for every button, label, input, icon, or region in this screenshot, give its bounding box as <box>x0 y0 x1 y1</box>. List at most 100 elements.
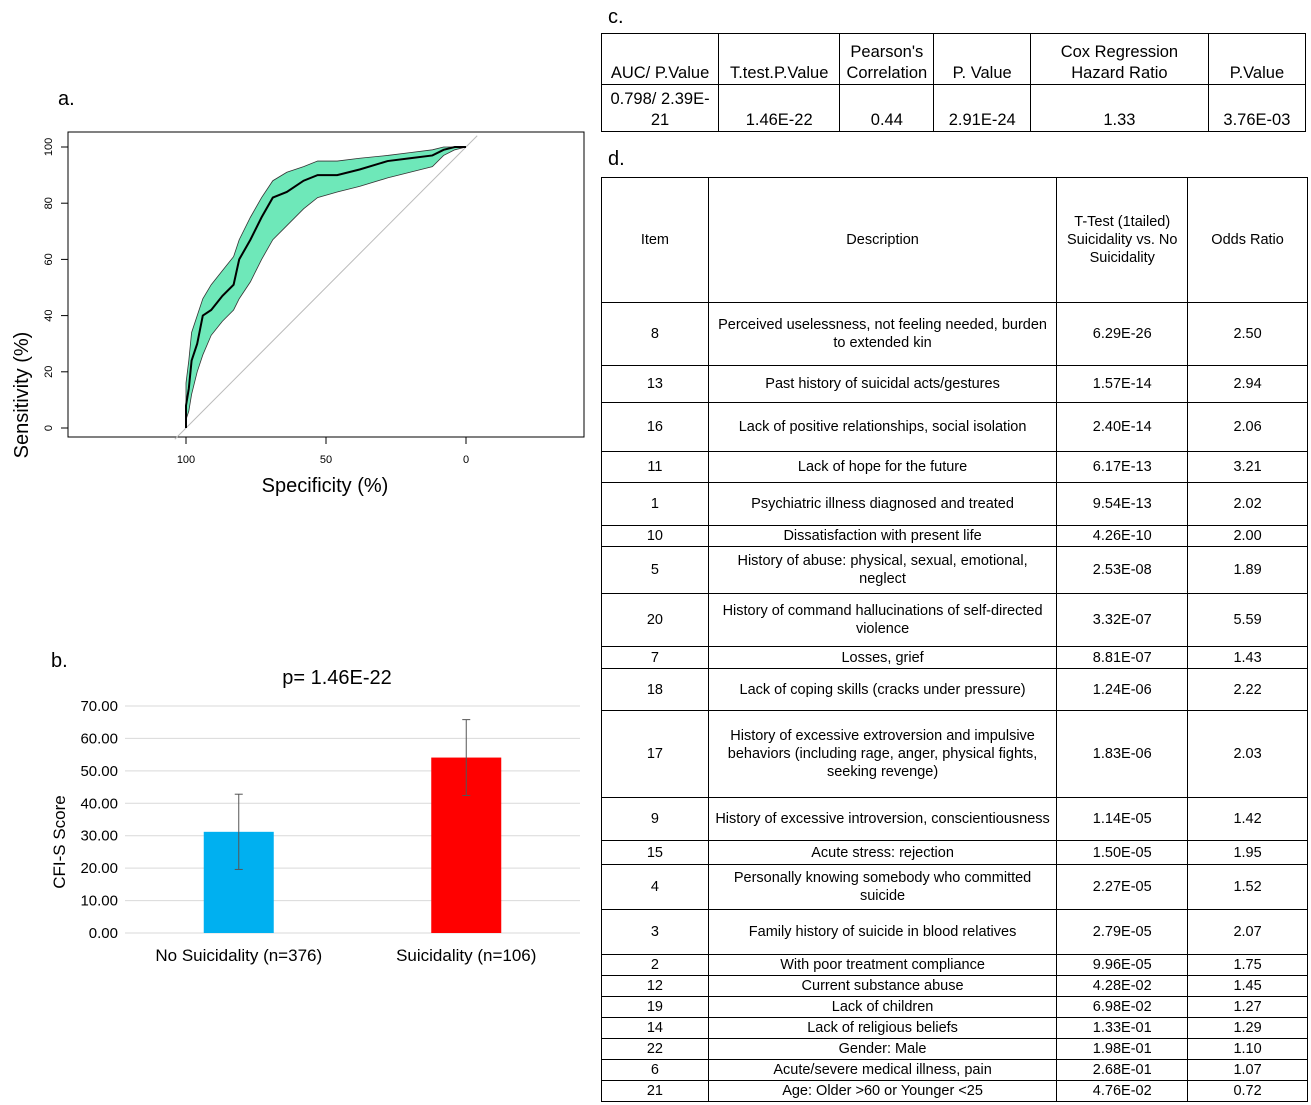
bar-y-tick-label: 60.00 <box>80 730 118 747</box>
item-number-cell: 1 <box>601 482 709 526</box>
item-odds-ratio-cell: 2.50 <box>1187 302 1308 366</box>
item-description-cell: Lack of religious beliefs <box>707 1017 1058 1039</box>
item-ttest-cell: 1.33E-01 <box>1056 1017 1189 1039</box>
items-table-row: 6 Acute/severe medical illness, pain 2.68E… <box>601 1059 1308 1081</box>
bar-chart-title: p= 1.46E-22 <box>282 667 392 689</box>
bar-y-axis-label: CFI-S Score <box>50 795 69 889</box>
summary-header-cell: Cox Regression Hazard Ratio <box>1029 33 1209 85</box>
items-table-row: 10 Dissatisfaction with present life 4.26E… <box>601 525 1308 547</box>
item-odds-ratio-cell: 1.75 <box>1187 954 1308 976</box>
summary-table: AUC/ P.Value T.test.P.Value Pearson's Co… <box>600 33 1307 132</box>
items-header-ttest: T-Test (1tailed) Suicidality vs. No Suic… <box>1056 177 1189 303</box>
panel-label-b: b. <box>51 650 68 672</box>
item-ttest-cell: 2.53E-08 <box>1056 546 1189 594</box>
item-description-cell: Lack of hope for the future <box>707 451 1058 483</box>
roc-y-tick-label: 80 <box>43 197 55 209</box>
roc-reference-diagonal <box>174 135 478 440</box>
items-table-row: 3 Family history of suicide in blood rela… <box>601 909 1308 955</box>
bar-y-tick-label: 0.00 <box>89 925 118 942</box>
items-table-row: 2 With poor treatment compliance 9.96E-05 1… <box>601 954 1308 976</box>
bar-y-tick-label: 20.00 <box>80 860 118 877</box>
item-description-cell: Lack of coping skills (cracks under pres… <box>707 668 1058 711</box>
items-table-row: 12 Current substance abuse 4.28E-02 1.45 <box>601 975 1308 997</box>
panel-label-c: c. <box>608 6 624 28</box>
item-odds-ratio-cell: 2.06 <box>1187 402 1308 452</box>
items-table-row: 22 Gender: Male 1.98E-01 1.10 <box>601 1038 1308 1060</box>
item-description-cell: Perceived uselessness, not feeling neede… <box>707 302 1058 366</box>
item-odds-ratio-cell: 2.03 <box>1187 710 1308 798</box>
item-odds-ratio-cell: 1.07 <box>1187 1059 1308 1081</box>
item-description-cell: Acute stress: rejection <box>707 840 1058 865</box>
item-ttest-cell: 1.24E-06 <box>1056 668 1189 711</box>
item-ttest-cell: 2.79E-05 <box>1056 909 1189 955</box>
item-number-cell: 15 <box>601 840 709 865</box>
items-table-row: 20 History of command hallucinations of s… <box>601 593 1308 647</box>
item-ttest-cell: 2.68E-01 <box>1056 1059 1189 1081</box>
summary-value-cell: 0.798/ 2.39E-21 <box>600 84 720 132</box>
roc-x-tick-label: 50 <box>320 454 332 466</box>
roc-y-tick-label: 0 <box>43 425 55 431</box>
item-odds-ratio-cell: 2.07 <box>1187 909 1308 955</box>
roc-y-tick-label: 60 <box>43 253 55 265</box>
summary-table-header-row: AUC/ P.Value T.test.P.Value Pearson's Co… <box>600 33 1307 85</box>
item-number-cell: 12 <box>601 975 709 997</box>
item-description-cell: Personally knowing somebody who committe… <box>707 864 1058 910</box>
item-ttest-cell: 9.54E-13 <box>1056 482 1189 526</box>
summary-header-cell: P.Value <box>1207 33 1307 85</box>
item-odds-ratio-cell: 1.43 <box>1187 646 1308 669</box>
item-number-cell: 18 <box>601 668 709 711</box>
item-odds-ratio-cell: 1.42 <box>1187 797 1308 841</box>
item-number-cell: 19 <box>601 996 709 1018</box>
item-description-cell: Psychiatric illness diagnosed and treate… <box>707 482 1058 526</box>
items-table-row: 21 Age: Older >60 or Younger <25 4.76E-02 0… <box>601 1080 1308 1102</box>
item-odds-ratio-cell: 2.94 <box>1187 365 1308 403</box>
item-number-cell: 4 <box>601 864 709 910</box>
item-description-cell: History of excessive extroversion and im… <box>707 710 1058 798</box>
summary-table-value-row: 0.798/ 2.39E-21 1.46E-22 0.44 2.91E-24 1… <box>600 84 1307 132</box>
item-ttest-cell: 1.98E-01 <box>1056 1038 1189 1060</box>
item-ttest-cell: 2.40E-14 <box>1056 402 1189 452</box>
item-ttest-cell: 6.17E-13 <box>1056 451 1189 483</box>
bar-category-label: Suicidality (n=106) <box>396 946 536 965</box>
items-table: Item Description T-Test (1tailed) Suicid… <box>601 177 1308 1102</box>
items-table-row: 14 Lack of religious beliefs 1.33E-01 1.29 <box>601 1017 1308 1039</box>
item-description-cell: History of abuse: physical, sexual, emot… <box>707 546 1058 594</box>
item-description-cell: Lack of positive relationships, social i… <box>707 402 1058 452</box>
item-description-cell: Past history of suicidal acts/gestures <box>707 365 1058 403</box>
item-number-cell: 6 <box>601 1059 709 1081</box>
item-odds-ratio-cell: 2.22 <box>1187 668 1308 711</box>
roc-y-tick-label: 40 <box>43 309 55 321</box>
item-number-cell: 3 <box>601 909 709 955</box>
item-number-cell: 20 <box>601 593 709 647</box>
panel-label-d: d. <box>608 148 625 170</box>
summary-value-cell: 1.33 <box>1029 84 1209 132</box>
item-odds-ratio-cell: 1.95 <box>1187 840 1308 865</box>
summary-header-cell: AUC/ P.Value <box>600 33 720 85</box>
item-ttest-cell: 4.76E-02 <box>1056 1080 1189 1102</box>
bar-y-tick-label: 10.00 <box>80 893 118 910</box>
items-header-item: Item <box>601 177 709 303</box>
item-ttest-cell: 4.28E-02 <box>1056 975 1189 997</box>
items-table-row: 11 Lack of hope for the future 6.17E-13 3.2… <box>601 451 1308 483</box>
panel-label-a: a. <box>58 88 75 110</box>
item-ttest-cell: 1.57E-14 <box>1056 365 1189 403</box>
item-number-cell: 10 <box>601 525 709 547</box>
item-ttest-cell: 1.14E-05 <box>1056 797 1189 841</box>
item-description-cell: History of command hallucinations of sel… <box>707 593 1058 647</box>
items-table-row: 18 Lack of coping skills (cracks under pr… <box>601 668 1308 711</box>
item-number-cell: 17 <box>601 710 709 798</box>
item-number-cell: 22 <box>601 1038 709 1060</box>
item-odds-ratio-cell: 1.52 <box>1187 864 1308 910</box>
item-odds-ratio-cell: 2.02 <box>1187 482 1308 526</box>
item-odds-ratio-cell: 1.89 <box>1187 546 1308 594</box>
summary-value-cell: 3.76E-03 <box>1207 84 1307 132</box>
items-table-row: 7 Losses, grief 8.81E-07 1.43 <box>601 646 1308 669</box>
items-table-row: 8 Perceived uselessness, not feeling need… <box>601 302 1308 366</box>
item-description-cell: With poor treatment compliance <box>707 954 1058 976</box>
item-description-cell: Age: Older >60 or Younger <25 <box>707 1080 1058 1102</box>
items-table-row: 19 Lack of children 6.98E-02 1.27 <box>601 996 1308 1018</box>
item-number-cell: 11 <box>601 451 709 483</box>
roc-y-axis-label: Sensitivity (%) <box>11 332 33 459</box>
item-description-cell: History of excessive introversion, consc… <box>707 797 1058 841</box>
roc-x-tick-label: 0 <box>463 454 469 466</box>
